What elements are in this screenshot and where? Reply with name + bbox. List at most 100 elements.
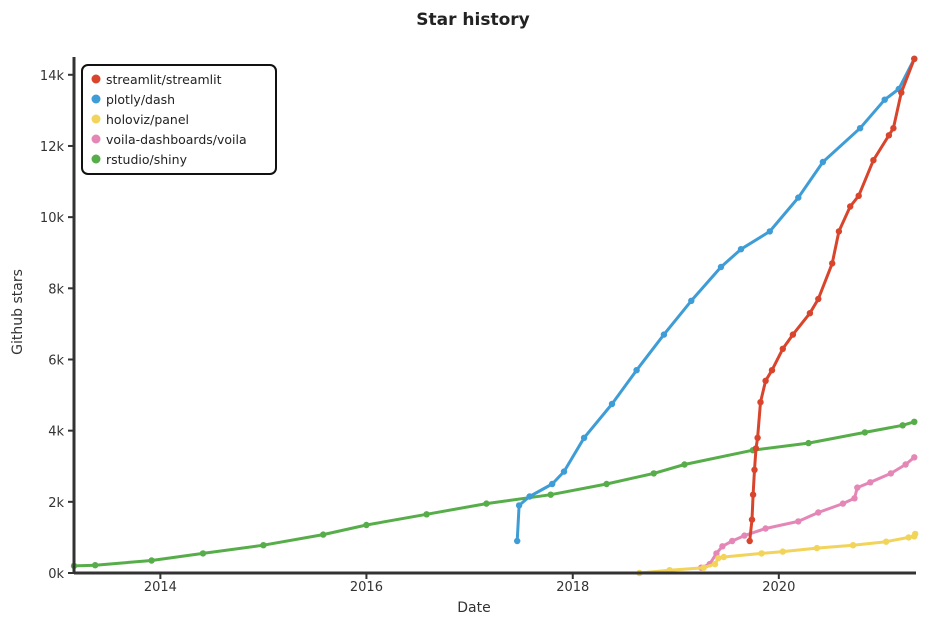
data-point <box>813 544 821 552</box>
data-point <box>526 493 533 500</box>
series-holoviz-panel <box>636 530 919 577</box>
y-axis-label: Github stars <box>10 269 26 355</box>
chart-title: Star history <box>416 10 529 30</box>
data-point <box>560 468 568 475</box>
data-point <box>483 500 490 507</box>
data-point <box>911 418 918 425</box>
data-point <box>603 480 610 488</box>
data-point <box>762 525 769 532</box>
data-point <box>839 500 847 507</box>
data-point <box>911 55 918 62</box>
data-point <box>92 562 99 569</box>
data-point <box>260 542 267 549</box>
data-point <box>898 89 905 96</box>
series-line <box>748 57 916 543</box>
data-point <box>855 192 862 199</box>
data-point <box>148 557 155 564</box>
series-line <box>515 57 916 543</box>
series-line <box>699 455 916 570</box>
data-point <box>847 203 854 210</box>
data-point <box>608 400 616 408</box>
data-point <box>806 310 814 317</box>
y-tick-label: 2k <box>48 496 64 511</box>
y-tick-label: 8k <box>48 282 64 297</box>
data-point <box>805 439 812 447</box>
data-point <box>741 532 748 539</box>
y-tick-label: 0k <box>48 567 64 582</box>
data-point <box>758 550 765 557</box>
legend: streamlit/streamlit plotly/dash holoviz/pa… <box>81 64 277 175</box>
series-voila-dashboards-voila <box>698 454 918 571</box>
data-point <box>363 521 370 529</box>
data-point <box>423 511 430 518</box>
legend-label: rstudio/shiny <box>106 152 188 167</box>
data-point <box>748 516 756 523</box>
series-line <box>637 532 917 575</box>
data-point <box>882 538 890 545</box>
data-point <box>815 509 822 516</box>
data-point <box>729 537 736 545</box>
data-point <box>752 445 760 452</box>
legend-box <box>81 64 277 175</box>
data-point <box>754 434 761 441</box>
legend-swatch <box>91 154 101 164</box>
legend-label: streamlit/streamlit <box>106 72 222 87</box>
data-point <box>749 491 757 498</box>
x-tick-label: 2016 <box>350 580 383 595</box>
y-tick-label: 6k <box>48 353 64 368</box>
data-point <box>700 564 707 571</box>
legend-swatch <box>91 74 101 84</box>
data-point <box>715 554 722 562</box>
data-point <box>515 502 523 509</box>
x-tick-label: 2018 <box>556 580 589 595</box>
y-tick-label: 4k <box>48 425 64 440</box>
data-point <box>737 246 745 253</box>
data-point <box>199 550 207 557</box>
data-point <box>911 454 918 461</box>
data-point <box>867 479 874 486</box>
data-point <box>789 331 797 338</box>
data-point <box>688 297 695 304</box>
data-point <box>660 331 668 338</box>
data-point <box>835 228 843 235</box>
data-point <box>650 470 657 477</box>
data-point <box>768 367 776 374</box>
data-point <box>514 537 521 545</box>
data-point <box>899 422 906 429</box>
data-point <box>720 553 727 561</box>
x-tick-label: 2014 <box>144 580 177 595</box>
data-point <box>881 96 888 103</box>
legend-swatch <box>91 94 101 104</box>
data-point <box>854 484 861 491</box>
data-point <box>849 542 857 549</box>
data-point <box>829 260 836 267</box>
legend-swatch <box>91 114 101 124</box>
data-point <box>819 158 827 166</box>
data-point <box>633 367 640 374</box>
x-tick-label: 2020 <box>762 580 795 595</box>
series-layer <box>70 55 919 577</box>
data-point <box>795 518 802 525</box>
legend-swatch <box>91 134 101 144</box>
x-axis-ticks: 2014 2016 2018 2020 <box>144 573 795 595</box>
series-line <box>72 420 916 568</box>
x-axis-label: Date <box>457 600 490 616</box>
data-point <box>815 295 822 303</box>
series-rstudio-shiny <box>70 418 918 570</box>
data-point <box>580 434 588 441</box>
data-point <box>912 530 919 538</box>
data-point <box>762 377 769 384</box>
data-point <box>320 531 327 538</box>
data-point <box>795 194 802 201</box>
data-point <box>757 399 764 406</box>
data-point <box>681 461 688 468</box>
data-point <box>779 548 786 555</box>
data-point <box>719 543 726 550</box>
data-point <box>751 466 758 473</box>
legend-label: plotly/dash <box>106 92 175 107</box>
data-point <box>887 470 895 477</box>
y-tick-label: 12k <box>40 140 65 155</box>
data-point <box>902 461 909 468</box>
data-point <box>711 560 719 568</box>
